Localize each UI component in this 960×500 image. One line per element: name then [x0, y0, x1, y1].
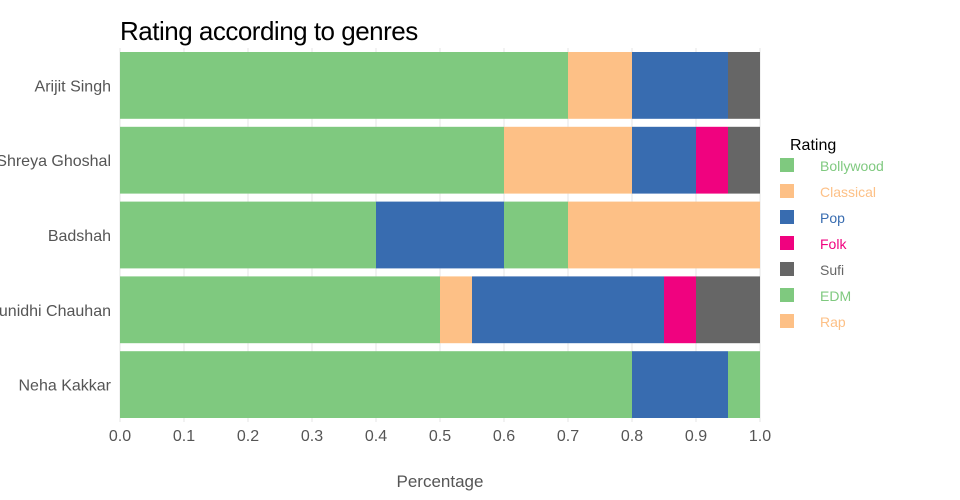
legend-swatch-bollywood [780, 158, 794, 172]
category-labels: Arijit Singh Shreya Ghoshal Badshah Sunidhi… [0, 78, 112, 394]
bar-badshah-rap [568, 201, 760, 269]
bar-sunidhi-chauhan-folk [664, 276, 696, 344]
bar-neha-kakkar-edm [728, 351, 760, 418]
category-label: Sunidhi Chauhan [0, 303, 111, 320]
bar-sunidhi-chauhan-sufi [696, 276, 760, 344]
x-tick-label: 0.9 [685, 428, 707, 445]
x-tick-label: 0.3 [301, 428, 323, 445]
bar-shreya-ghoshal-pop [632, 126, 696, 194]
bar-neha-kakkar-bollywood [120, 351, 632, 418]
bar-badshah-pop [376, 201, 504, 269]
bar-arijit-singh-classical [568, 52, 632, 119]
x-axis-label: Percentage [397, 472, 484, 491]
bar-badshah-bollywood [120, 201, 376, 269]
x-tick-label: 0.7 [557, 428, 579, 445]
bar-sunidhi-chauhan-pop [472, 276, 664, 344]
legend-swatch-classical [780, 184, 794, 198]
bar-neha-kakkar-pop [632, 351, 728, 418]
x-tick-label: 0.5 [429, 428, 451, 445]
bar-arijit-singh-sufi [728, 52, 760, 119]
bar-sunidhi-chauhan-bollywood [120, 276, 440, 344]
x-tick-label: 0.2 [237, 428, 259, 445]
legend-swatch-rap [780, 314, 794, 328]
chart-title: Rating according to genres [120, 16, 418, 46]
legend-label-bollywood: Bollywood [820, 158, 884, 174]
bar-shreya-ghoshal-folk [696, 126, 728, 194]
legend-label-rap: Rap [820, 314, 846, 330]
bar-shreya-ghoshal-sufi [728, 126, 760, 194]
legend-label-sufi: Sufi [820, 262, 844, 278]
bar-arijit-singh-bollywood [120, 52, 568, 119]
legend-swatch-sufi [780, 262, 794, 276]
legend-label-edm: EDM [820, 288, 851, 304]
category-label: Arijit Singh [35, 78, 111, 95]
x-tick-label: 0.1 [173, 428, 195, 445]
category-label: Badshah [48, 228, 111, 245]
bar-sunidhi-chauhan-classical [440, 276, 472, 344]
legend-label-pop: Pop [820, 210, 845, 226]
bar-arijit-singh-pop [632, 52, 728, 119]
bar-shreya-ghoshal-classical [504, 126, 632, 194]
x-tick-labels: 0.0 0.1 0.2 0.3 0.4 0.5 0.6 0.7 0.8 0.9 1.0 [109, 428, 771, 445]
legend-swatch-pop [780, 210, 794, 224]
legend: Rating Bollywood Classical Pop Folk Sufi EDM R… [780, 137, 884, 330]
category-label: Neha Kakkar [19, 378, 112, 395]
bar-badshah-edm [504, 201, 568, 269]
legend-title: Rating [790, 137, 836, 154]
legend-swatch-edm [780, 288, 794, 302]
legend-swatch-folk [780, 236, 794, 250]
legend-label-folk: Folk [820, 236, 847, 252]
legend-label-classical: Classical [820, 184, 876, 200]
x-tick-label: 0.8 [621, 428, 643, 445]
x-tick-label: 1.0 [749, 428, 771, 445]
bar-shreya-ghoshal-bollywood [120, 126, 504, 194]
category-label: Shreya Ghoshal [0, 153, 111, 170]
x-tick-label: 0.0 [109, 428, 131, 445]
x-tick-label: 0.4 [365, 428, 387, 445]
x-tick-label: 0.6 [493, 428, 515, 445]
bars [120, 52, 760, 418]
